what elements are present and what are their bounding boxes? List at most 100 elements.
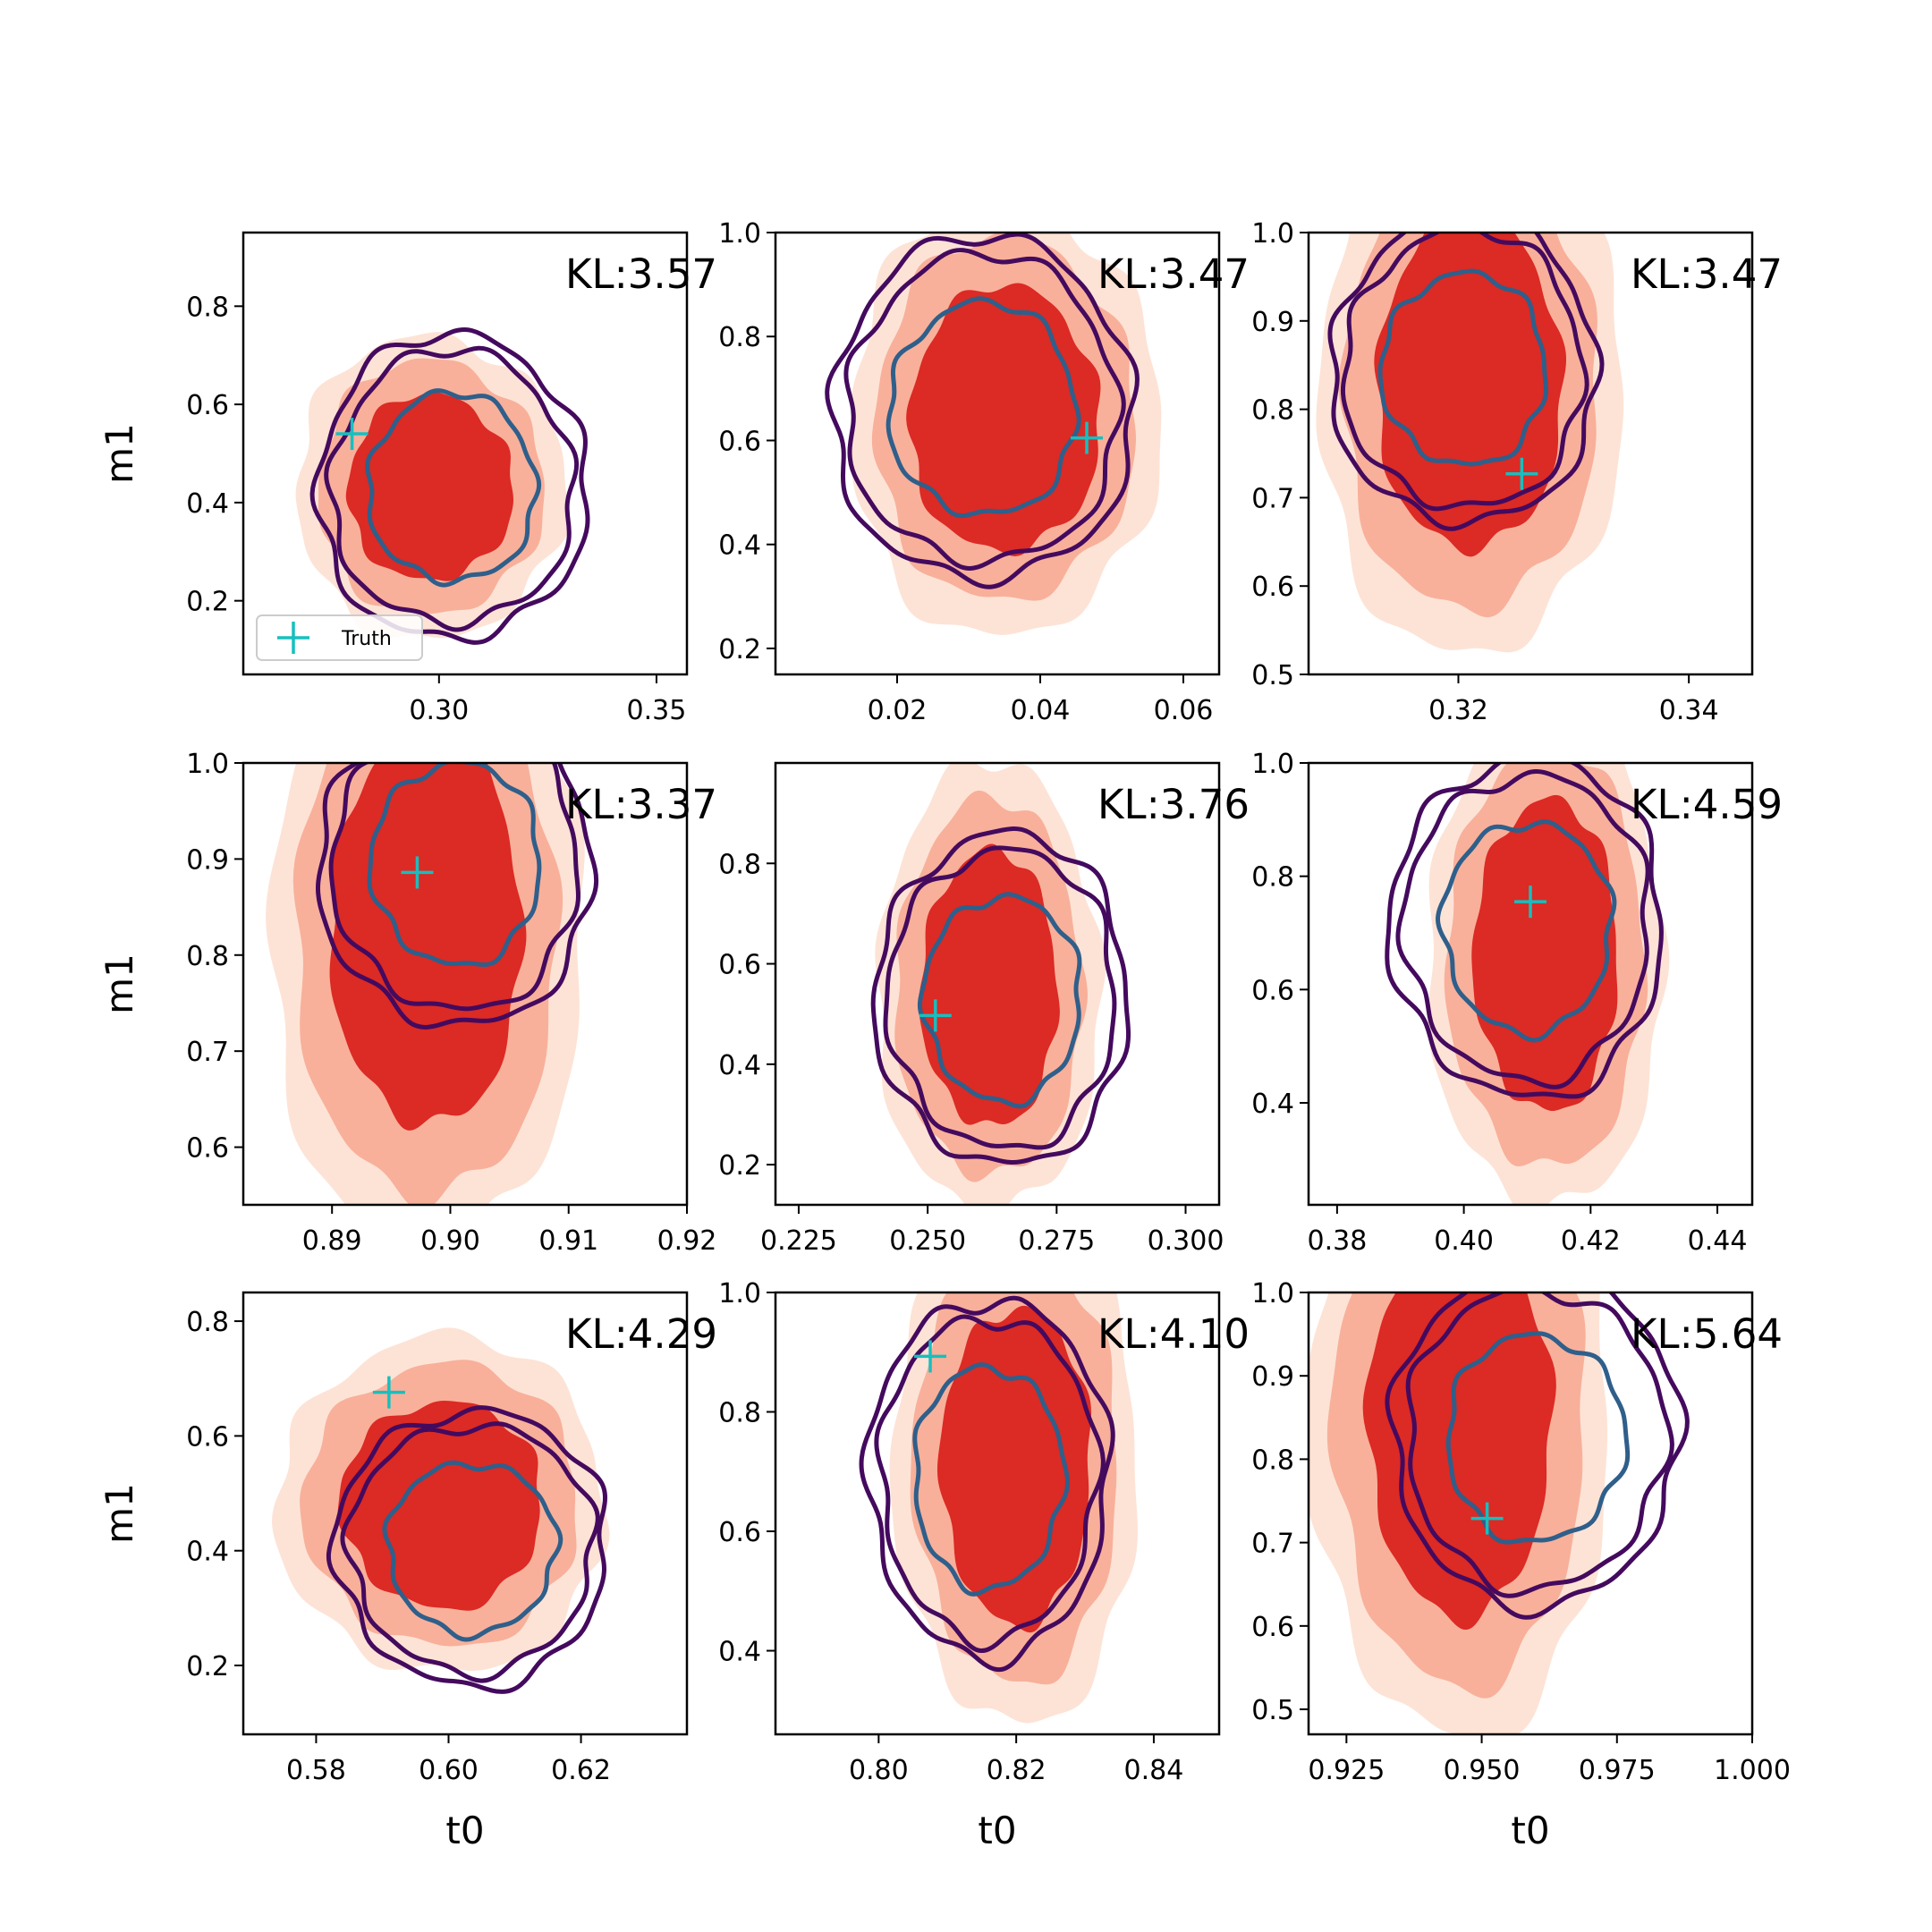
- x-tick-label: 0.250: [889, 1225, 966, 1257]
- contour-middle: [324, 345, 580, 632]
- contour-outer: [870, 826, 1131, 1165]
- axes-frame: [774, 761, 1221, 1207]
- kl-label: KL:4.59: [1631, 781, 1783, 828]
- y-tick-label: 0.9: [1251, 307, 1294, 338]
- x-tick-label: 0.02: [868, 695, 928, 726]
- subplot-2: 0.02 0.04 0.06 0.2 0.4 0.6 0.8 1.0 KL:3.47: [718, 218, 1250, 726]
- contour-middle: [883, 845, 1117, 1150]
- x-tick-label: 0.300: [1148, 1225, 1224, 1257]
- kl-label: KL:4.10: [1097, 1310, 1250, 1358]
- axes-frame: [1307, 1291, 1754, 1736]
- subplot-1: 0.30 0.35 0.2 0.4 0.6 0.8 KL:3.57 m1 Truth: [97, 231, 717, 726]
- x-tick-label: 0.950: [1444, 1755, 1521, 1786]
- y-tick-label: 0.4: [718, 1050, 761, 1081]
- subplot-3: 0.32 0.34 0.5 0.6 0.7 0.8 0.9 1.0 KL:3.47: [1251, 218, 1783, 726]
- y-tick-label: 0.6: [1251, 975, 1294, 1006]
- plot-area: [859, 1292, 1139, 1724]
- y-tick-label: 0.6: [718, 1517, 761, 1548]
- axes-frame: [242, 231, 689, 676]
- cyan-plus-icon: [277, 622, 309, 654]
- y-tick-label: 0.6: [186, 1421, 229, 1453]
- y-tick-label: 0.8: [1251, 395, 1294, 427]
- truth-marker: [1505, 457, 1538, 490]
- truth-marker: [401, 856, 434, 889]
- y-tick-label: 0.2: [718, 634, 761, 665]
- kl-label: KL:3.76: [1097, 781, 1250, 828]
- axes-frame: [242, 761, 689, 1207]
- y-tick-label: 0.6: [718, 426, 761, 457]
- contour-inner: [1445, 1331, 1631, 1545]
- legend-box: [256, 614, 423, 661]
- contour-inner: [1377, 268, 1548, 467]
- plot-area: [1316, 233, 1624, 653]
- x-tick-label: 0.80: [849, 1755, 909, 1786]
- y-tick-label: 0.8: [186, 941, 229, 972]
- contour-inner: [367, 763, 542, 968]
- subplot-5: 0.225 0.250 0.275 0.300 0.2 0.4 0.6 0.8 KL:3.76: [718, 761, 1250, 1257]
- truth-marker: [1470, 1502, 1504, 1535]
- x-tick-label: 0.06: [1154, 695, 1214, 726]
- contour-middle: [1340, 233, 1589, 512]
- x-tick-label: 0.60: [419, 1755, 479, 1786]
- truth-marker: [1071, 421, 1103, 454]
- y-tick-label: 0.2: [186, 1651, 229, 1682]
- x-tick-label: 0.38: [1307, 1225, 1367, 1257]
- x-tick-label: 0.58: [286, 1755, 346, 1786]
- y-tick-label: 0.5: [1251, 660, 1294, 691]
- x-tick-label: 0.35: [627, 695, 687, 726]
- contour-inner: [912, 1362, 1071, 1597]
- contour-inner: [382, 1460, 564, 1642]
- x-tick-label: 0.90: [420, 1225, 480, 1257]
- x-tick-label: 0.82: [987, 1755, 1046, 1786]
- truth-marker: [919, 999, 952, 1032]
- x-tick-label: 0.62: [551, 1755, 611, 1786]
- density-level-inner: [936, 1305, 1092, 1633]
- y-tick-label: 0.8: [718, 849, 761, 880]
- legend-label: Truth: [341, 628, 392, 650]
- x-tick-label: 0.89: [302, 1225, 362, 1257]
- contour-outer: [326, 1405, 607, 1694]
- plot-area: [295, 326, 590, 645]
- truth-marker: [1514, 886, 1546, 919]
- contour-inner: [886, 296, 1081, 519]
- x-tick-label: 0.42: [1561, 1225, 1621, 1257]
- y-axis-title: m1: [97, 953, 141, 1014]
- y-tick-label: 0.6: [186, 390, 229, 421]
- kl-label: KL:3.47: [1097, 250, 1250, 298]
- contour-outer: [1385, 1292, 1690, 1620]
- y-tick-label: 0.2: [186, 587, 229, 618]
- plot-area: [272, 1327, 610, 1694]
- y-tick-label: 1.0: [718, 1278, 761, 1309]
- plot-area: [1385, 763, 1670, 1205]
- truth-marker: [335, 418, 369, 451]
- x-tick-label: 0.34: [1659, 695, 1719, 726]
- x-tick-label: 0.225: [760, 1225, 837, 1257]
- contour-middle: [328, 763, 580, 1012]
- y-tick-label: 0.4: [718, 1637, 761, 1668]
- x-tick-label: 0.40: [1434, 1225, 1494, 1257]
- x-tick-label: 0.975: [1579, 1755, 1656, 1786]
- plot-area: [870, 763, 1131, 1205]
- truth-marker: [372, 1376, 405, 1409]
- contour-outer: [825, 233, 1140, 589]
- truth-marker: [914, 1340, 947, 1373]
- density-level-inner: [329, 763, 527, 1131]
- contour-middle: [340, 1421, 600, 1683]
- contour-outer: [859, 1295, 1115, 1673]
- x-tick-label: 0.84: [1124, 1755, 1184, 1786]
- x-tick-label: 0.30: [409, 695, 469, 726]
- y-tick-label: 0.8: [1251, 862, 1294, 894]
- contour-outer: [315, 763, 599, 1030]
- y-tick-label: 0.6: [718, 950, 761, 981]
- contour-middle: [1405, 1292, 1674, 1598]
- y-tick-label: 0.8: [1251, 1445, 1294, 1476]
- y-tick-label: 0.6: [186, 1133, 229, 1165]
- kl-label: KL:5.64: [1631, 1310, 1783, 1358]
- subplot-4: 0.89 0.90 0.91 0.92 0.6 0.7 0.8 0.9 1.0 KL:3.37 m1: [97, 749, 717, 1257]
- y-tick-label: 0.8: [186, 292, 229, 323]
- plot-area: [1309, 1292, 1690, 1734]
- y-tick-label: 1.0: [1251, 1278, 1294, 1309]
- density-level-inner: [337, 1400, 540, 1611]
- x-tick-label: 0.92: [657, 1225, 717, 1257]
